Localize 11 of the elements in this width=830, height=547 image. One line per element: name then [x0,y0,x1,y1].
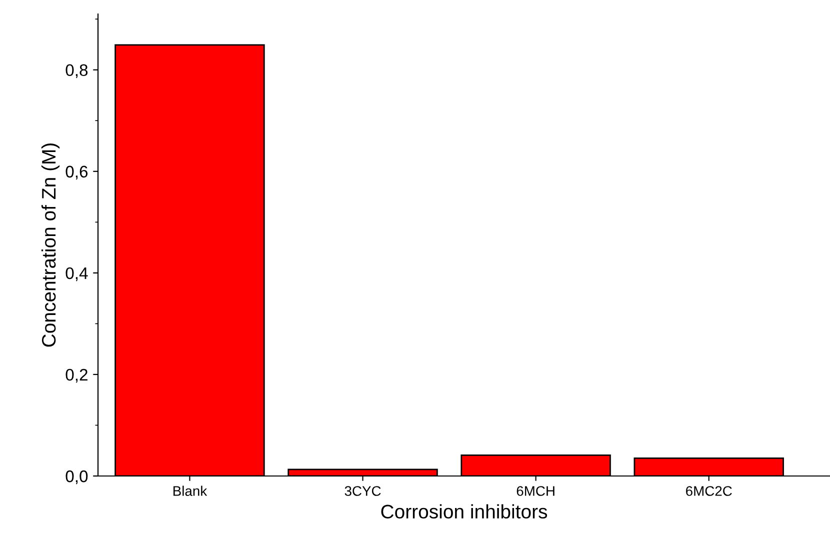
x-axis-title: Corrosion inhibitors [381,504,548,519]
x-tick-label: 6MC2C [686,486,732,496]
x-tick-label: 3CYC [344,486,381,496]
x-tick-label: 6MCH [516,486,554,496]
x-tick-label: Blank [173,486,208,496]
y-tick-label: 0,6 [66,166,88,180]
y-tick-label: 0,4 [66,267,88,282]
y-axis-title: Concentration of Zn (M) [41,144,60,347]
y-tick-label: 0,2 [66,368,88,383]
y-tick-label: 0,0 [66,470,88,484]
y-tick-label: 0,8 [66,64,88,78]
